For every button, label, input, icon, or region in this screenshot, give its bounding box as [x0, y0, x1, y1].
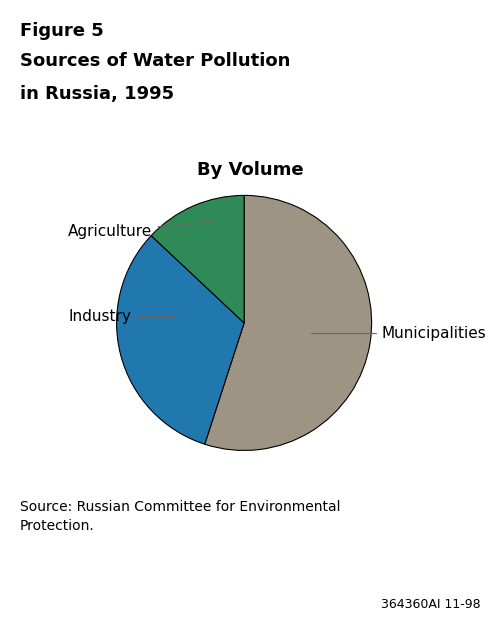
- Text: Figure 5: Figure 5: [20, 22, 104, 40]
- Text: Agriculture: Agriculture: [68, 221, 222, 238]
- Wedge shape: [117, 235, 244, 444]
- Text: Source: Russian Committee for Environmental
Protection.: Source: Russian Committee for Environmen…: [20, 500, 341, 533]
- Wedge shape: [205, 196, 372, 450]
- Wedge shape: [151, 196, 244, 323]
- Text: Industry: Industry: [68, 309, 177, 324]
- Text: Municipalities: Municipalities: [311, 325, 486, 341]
- Text: in Russia, 1995: in Russia, 1995: [20, 85, 174, 103]
- Text: 364360AI 11-98: 364360AI 11-98: [381, 599, 481, 611]
- Text: By Volume: By Volume: [197, 161, 304, 178]
- Text: Sources of Water Pollution: Sources of Water Pollution: [20, 52, 291, 70]
